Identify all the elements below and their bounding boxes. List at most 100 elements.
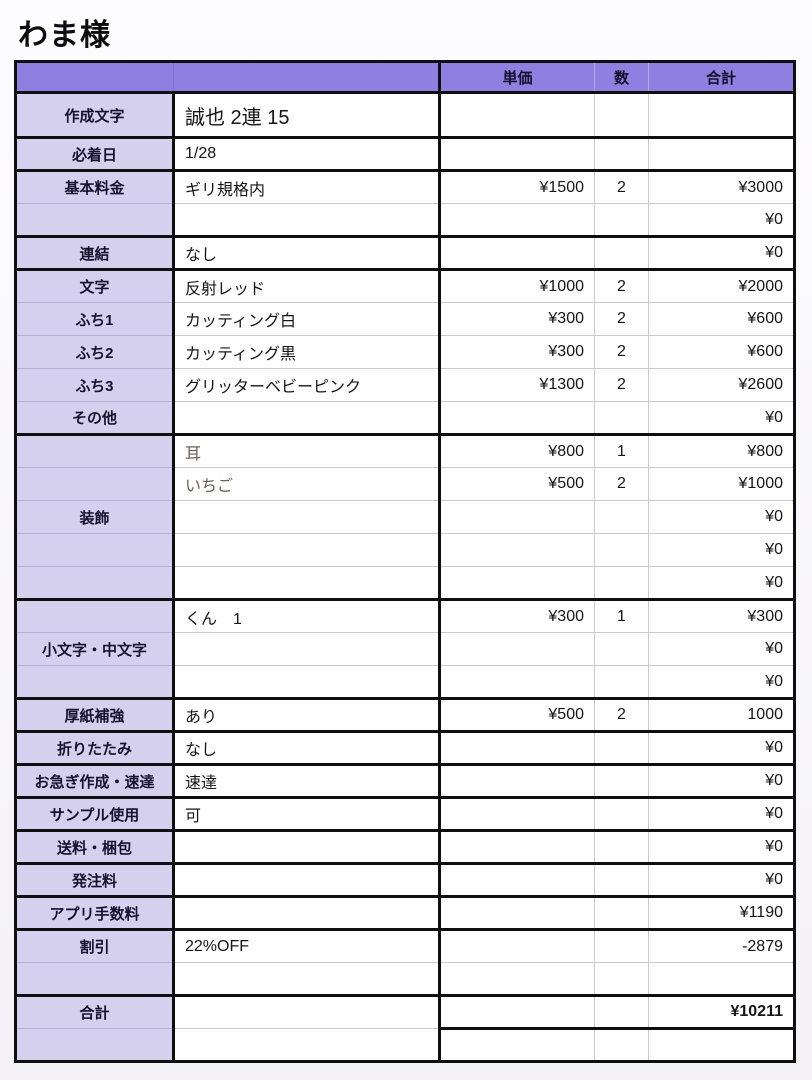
row-unit-price-cell[interactable]: ¥500: [438, 467, 595, 501]
row-unit-price-cell[interactable]: ¥800: [438, 433, 595, 468]
row-total-cell[interactable]: ¥600: [648, 302, 795, 336]
row-unit-price-cell[interactable]: ¥300: [438, 598, 595, 633]
row-desc-cell[interactable]: [173, 994, 440, 1029]
row-qty-cell[interactable]: 2: [594, 467, 649, 501]
row-total-cell[interactable]: ¥10211: [648, 994, 795, 1030]
row-qty-cell[interactable]: [594, 994, 649, 1030]
row-qty-cell[interactable]: 2: [594, 335, 649, 369]
row-qty-cell[interactable]: [594, 566, 649, 600]
row-qty-cell[interactable]: 2: [594, 169, 649, 204]
row-desc-cell[interactable]: ギリ規格内: [173, 169, 440, 204]
row-unit-price-cell[interactable]: ¥500: [438, 697, 595, 732]
row-desc-cell[interactable]: あり: [173, 697, 440, 732]
row-qty-cell[interactable]: [594, 829, 649, 864]
row-unit-price-cell[interactable]: [438, 829, 595, 864]
row-desc-cell[interactable]: カッティング白: [173, 302, 440, 336]
row-unit-price-cell[interactable]: [438, 763, 595, 798]
row-qty-cell[interactable]: [594, 962, 649, 996]
row-desc-cell[interactable]: 速達: [173, 763, 440, 798]
row-qty-cell[interactable]: [594, 401, 649, 435]
row-unit-price-cell[interactable]: [438, 962, 595, 996]
row-total-cell[interactable]: ¥2000: [648, 268, 795, 303]
row-total-cell[interactable]: -2879: [648, 928, 795, 963]
row-unit-price-cell[interactable]: [438, 91, 595, 138]
row-desc-cell[interactable]: [173, 500, 440, 534]
row-qty-cell[interactable]: 2: [594, 268, 649, 303]
row-unit-price-cell[interactable]: ¥300: [438, 302, 595, 336]
row-qty-cell[interactable]: [594, 136, 649, 171]
row-total-cell[interactable]: ¥0: [648, 796, 795, 831]
row-desc-cell[interactable]: [173, 829, 440, 864]
row-unit-price-cell[interactable]: ¥300: [438, 335, 595, 369]
row-desc-cell[interactable]: [173, 962, 440, 996]
row-total-cell[interactable]: ¥2600: [648, 368, 795, 402]
row-total-cell[interactable]: ¥0: [648, 533, 795, 567]
row-desc-cell[interactable]: [173, 1028, 440, 1062]
row-qty-cell[interactable]: [594, 862, 649, 897]
row-qty-cell[interactable]: [594, 730, 649, 765]
row-qty-cell[interactable]: 1: [594, 433, 649, 468]
row-total-cell[interactable]: [648, 962, 795, 996]
row-desc-cell[interactable]: [173, 566, 440, 600]
row-total-cell[interactable]: ¥800: [648, 433, 795, 468]
row-unit-price-cell[interactable]: ¥1000: [438, 268, 595, 303]
row-desc-cell[interactable]: [173, 401, 440, 435]
row-desc-cell[interactable]: 耳: [173, 433, 440, 468]
row-desc-cell[interactable]: 可: [173, 796, 440, 831]
row-qty-cell[interactable]: 2: [594, 697, 649, 732]
row-unit-price-cell[interactable]: [438, 566, 595, 600]
row-total-cell[interactable]: ¥0: [648, 665, 795, 699]
row-qty-cell[interactable]: [594, 533, 649, 567]
row-desc-cell[interactable]: 1/28: [173, 136, 440, 171]
row-unit-price-cell[interactable]: [438, 235, 595, 270]
row-unit-price-cell[interactable]: [438, 895, 595, 930]
row-total-cell[interactable]: ¥1000: [648, 467, 795, 501]
row-qty-cell[interactable]: [594, 1028, 649, 1062]
row-qty-cell[interactable]: [594, 763, 649, 798]
row-unit-price-cell[interactable]: ¥1500: [438, 169, 595, 204]
row-unit-price-cell[interactable]: [438, 401, 595, 435]
row-total-cell[interactable]: ¥3000: [648, 169, 795, 204]
row-qty-cell[interactable]: [594, 235, 649, 270]
row-qty-cell[interactable]: [594, 895, 649, 930]
row-qty-cell[interactable]: 1: [594, 598, 649, 633]
row-qty-cell[interactable]: [594, 632, 649, 666]
row-total-cell[interactable]: [648, 136, 795, 171]
row-desc-cell[interactable]: いちご: [173, 467, 440, 501]
row-unit-price-cell[interactable]: [438, 665, 595, 699]
row-desc-cell[interactable]: 誠也 2連 15: [173, 91, 440, 138]
row-total-cell[interactable]: ¥0: [648, 763, 795, 798]
row-total-cell[interactable]: ¥300: [648, 598, 795, 633]
row-desc-cell[interactable]: なし: [173, 235, 440, 270]
row-unit-price-cell[interactable]: [438, 533, 595, 567]
row-desc-cell[interactable]: [173, 862, 440, 897]
row-qty-cell[interactable]: [594, 500, 649, 534]
row-total-cell[interactable]: [648, 91, 795, 138]
row-qty-cell[interactable]: 2: [594, 302, 649, 336]
row-desc-cell[interactable]: [173, 665, 440, 699]
row-qty-cell[interactable]: [594, 796, 649, 831]
row-total-cell[interactable]: 1000: [648, 697, 795, 732]
row-unit-price-cell[interactable]: [438, 500, 595, 534]
row-qty-cell[interactable]: [594, 928, 649, 963]
row-unit-price-cell[interactable]: [438, 632, 595, 666]
row-desc-cell[interactable]: [173, 203, 440, 237]
row-unit-price-cell[interactable]: [438, 1028, 595, 1062]
row-desc-cell[interactable]: [173, 632, 440, 666]
row-total-cell[interactable]: ¥0: [648, 862, 795, 897]
row-desc-cell[interactable]: 反射レッド: [173, 268, 440, 303]
row-desc-cell[interactable]: [173, 895, 440, 930]
row-qty-cell[interactable]: 2: [594, 368, 649, 402]
row-desc-cell[interactable]: くん 1: [173, 598, 440, 633]
row-unit-price-cell[interactable]: [438, 862, 595, 897]
row-desc-cell[interactable]: カッティング黒: [173, 335, 440, 369]
row-total-cell[interactable]: ¥0: [648, 203, 795, 237]
row-unit-price-cell[interactable]: [438, 730, 595, 765]
row-qty-cell[interactable]: [594, 203, 649, 237]
row-total-cell[interactable]: ¥0: [648, 500, 795, 534]
row-total-cell[interactable]: ¥0: [648, 829, 795, 864]
row-qty-cell[interactable]: [594, 665, 649, 699]
row-qty-cell[interactable]: [594, 91, 649, 138]
row-total-cell[interactable]: ¥0: [648, 566, 795, 600]
row-unit-price-cell[interactable]: ¥1300: [438, 368, 595, 402]
